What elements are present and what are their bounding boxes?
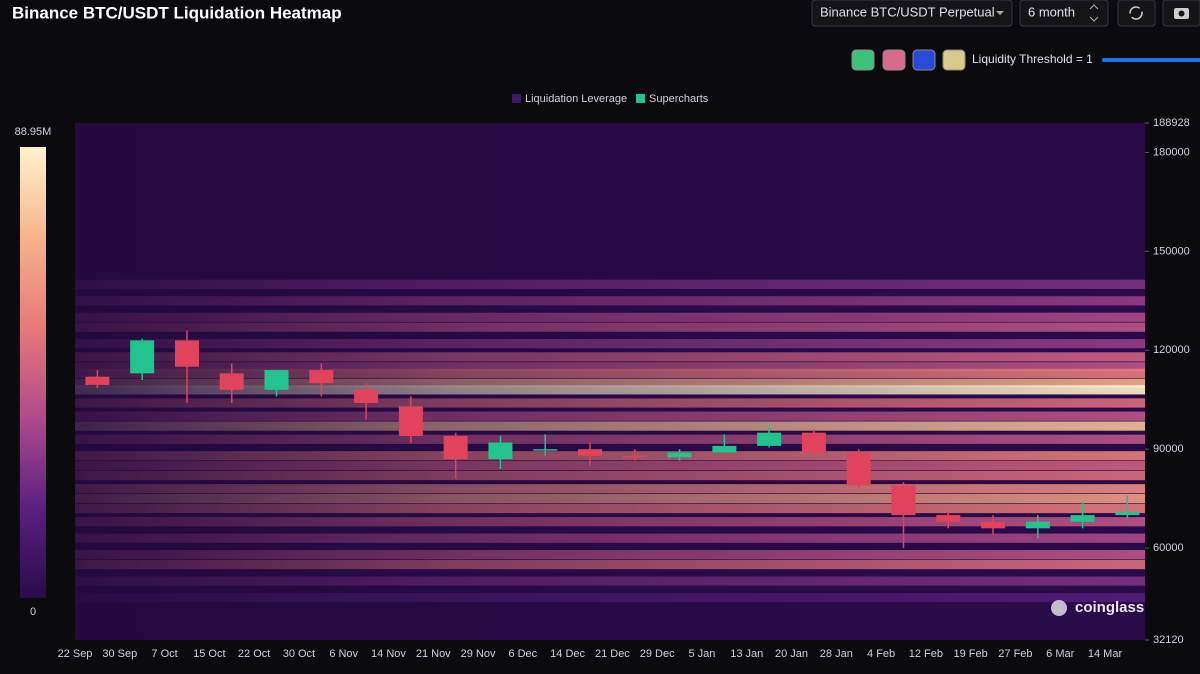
x-tick-label: 22 Oct — [238, 648, 270, 660]
scheme-button[interactable] — [882, 49, 906, 71]
candle-body — [398, 406, 423, 436]
candle-body — [533, 449, 558, 451]
candle-body — [667, 452, 692, 458]
x-tick-label: 21 Nov — [416, 648, 451, 660]
candle-body — [264, 370, 289, 390]
x-tick-label: 22 Sep — [58, 648, 93, 660]
candle-body — [85, 376, 110, 385]
watermark-logo — [1051, 600, 1067, 616]
candle-body — [219, 373, 244, 390]
y-tick-label: 32120 — [1153, 634, 1184, 646]
x-tick-label: 13 Jan — [730, 648, 763, 660]
x-tick-label: 29 Dec — [640, 648, 675, 660]
watermark: coinglass — [1075, 599, 1144, 616]
candle-body — [578, 449, 602, 456]
x-tick-label: 20 Jan — [775, 648, 808, 660]
legend-swatch — [636, 94, 645, 103]
scheme-button[interactable] — [942, 49, 966, 71]
candle-body — [174, 340, 199, 367]
x-tick-label: 7 Oct — [151, 648, 177, 660]
x-tick-label: 12 Feb — [909, 648, 943, 660]
x-tick-label: 6 Mar — [1046, 648, 1074, 660]
color-schemes — [851, 49, 966, 71]
dropdown-arrow — [996, 11, 1004, 15]
colorbar-label: 0 — [30, 606, 36, 618]
candle-body — [801, 432, 826, 453]
candle-body — [891, 485, 916, 516]
x-tick-label: 19 Feb — [954, 648, 988, 660]
refresh-button[interactable] — [1117, 0, 1156, 27]
x-tick-label: 6 Nov — [329, 648, 358, 660]
scheme-button[interactable] — [912, 49, 936, 71]
candle-body — [1025, 521, 1050, 529]
y-tick-label: 180000 — [1153, 146, 1190, 158]
candle-body — [1070, 515, 1095, 522]
title: Binance BTC/USDT Liquidation Heatmap — [12, 3, 342, 22]
legend-swatch — [512, 94, 521, 103]
x-tick-label: 5 Jan — [688, 648, 715, 660]
refresh-icon — [1129, 6, 1143, 20]
y-tick-label: 188928 — [1153, 117, 1190, 129]
colorbar — [20, 147, 46, 598]
candle-body — [622, 455, 647, 458]
legend-label: Liquidation Leverage — [525, 93, 627, 105]
candle-body — [846, 452, 871, 486]
x-tick-label: 14 Nov — [371, 648, 406, 660]
candle-body — [130, 340, 155, 374]
legend-label: Supercharts — [649, 93, 709, 105]
y-tick-label: 90000 — [1153, 443, 1184, 455]
x-tick-label: 14 Dec — [550, 648, 585, 660]
x-tick-label: 6 Dec — [508, 648, 537, 660]
x-tick-label: 28 Jan — [820, 648, 853, 660]
candle-body — [443, 435, 468, 460]
scheme-button[interactable] — [851, 49, 875, 71]
range-label: 6 month — [1028, 4, 1075, 19]
threshold-label: Liquidity Threshold = 1 — [972, 52, 1093, 66]
x-tick-label: 30 Sep — [102, 648, 137, 660]
x-tick-label: 29 Nov — [461, 648, 496, 660]
candle-body — [1115, 511, 1140, 516]
candle-body — [981, 521, 1006, 529]
candle-body — [712, 445, 737, 453]
camera-lens — [1178, 10, 1185, 17]
heatmap-fade — [75, 123, 1145, 640]
candle-body — [309, 370, 334, 384]
x-tick-label: 27 Feb — [998, 648, 1032, 660]
candle-body — [488, 442, 513, 460]
x-tick-label: 30 Oct — [283, 648, 315, 660]
y-tick-label: 120000 — [1153, 344, 1190, 356]
x-tick-label: 21 Dec — [595, 648, 630, 660]
x-tick-label: 14 Mar — [1088, 648, 1123, 660]
exchange-label: Binance BTC/USDT Perpetual — [820, 4, 995, 19]
candle-body — [936, 515, 961, 522]
spinner-arrows — [1089, 4, 1099, 22]
candle-body — [354, 389, 379, 404]
candle-body — [757, 432, 782, 446]
y-tick-label: 60000 — [1153, 542, 1184, 554]
y-tick-label: 150000 — [1153, 245, 1190, 257]
x-tick-label: 4 Feb — [867, 648, 895, 660]
colorbar-label: 88.95M — [15, 126, 52, 138]
range-select[interactable] — [1019, 0, 1109, 27]
exchange-select[interactable] — [811, 0, 1013, 27]
x-tick-label: 15 Oct — [193, 648, 225, 660]
